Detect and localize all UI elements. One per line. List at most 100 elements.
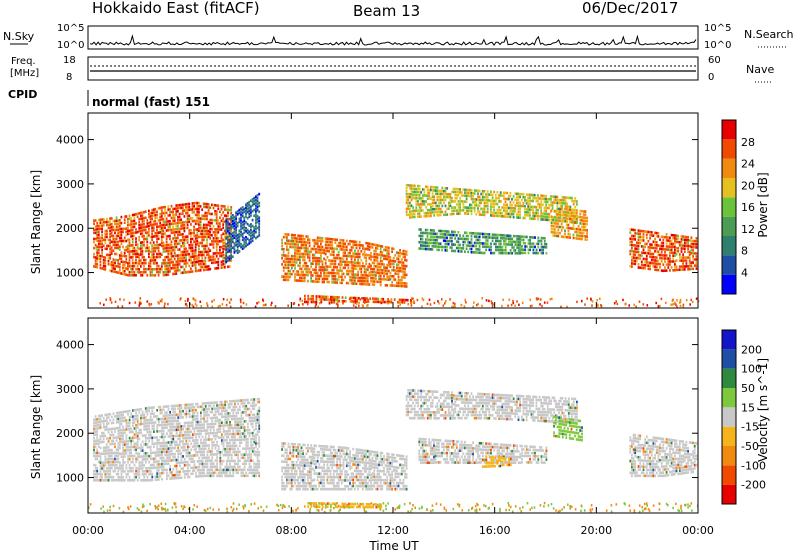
data-cell-2 bbox=[294, 267, 296, 270]
data-cell-4 bbox=[431, 195, 434, 198]
data-cell-0 bbox=[119, 440, 121, 444]
data-cell-5 bbox=[444, 249, 447, 252]
data-cell-0 bbox=[136, 408, 139, 412]
data-cell-0 bbox=[199, 250, 202, 254]
data-cell-0 bbox=[120, 254, 123, 257]
near-range-cell bbox=[591, 304, 593, 307]
data-cell-2 bbox=[350, 249, 353, 252]
data-cell-0 bbox=[146, 234, 149, 237]
data-cell-2 bbox=[321, 280, 324, 284]
data-cell-1 bbox=[230, 227, 232, 230]
data-cell-2 bbox=[358, 264, 361, 268]
data-cell-0 bbox=[175, 239, 178, 243]
data-cell-5 bbox=[446, 230, 448, 233]
data-cell-5 bbox=[524, 251, 527, 255]
data-cell-0 bbox=[132, 430, 134, 434]
data-cell-2 bbox=[326, 271, 329, 275]
data-cell-2 bbox=[379, 256, 382, 260]
data-cell-4 bbox=[407, 192, 410, 196]
data-cell-0 bbox=[177, 204, 179, 207]
near-range-cell bbox=[676, 305, 678, 308]
data-cell-3 bbox=[318, 295, 321, 298]
data-cell-2 bbox=[326, 243, 329, 247]
data-cell-1 bbox=[230, 256, 232, 260]
data-cell-0 bbox=[160, 262, 163, 265]
data-cell-7 bbox=[683, 241, 686, 245]
data-cell-0 bbox=[107, 220, 110, 224]
data-cell-0 bbox=[183, 241, 186, 245]
data-cell-7 bbox=[652, 258, 655, 262]
data-cell-4 bbox=[449, 213, 452, 216]
data-cell-2 bbox=[318, 262, 321, 266]
data-cell-1 bbox=[250, 208, 252, 211]
data-cell-7 bbox=[682, 259, 684, 262]
data-cell-6 bbox=[560, 207, 563, 210]
data-cell-2 bbox=[341, 239, 343, 242]
data-cell-0 bbox=[209, 255, 212, 259]
data-cell-2 bbox=[352, 276, 355, 279]
data-cell-0 bbox=[135, 472, 137, 476]
data-cell-0 bbox=[223, 259, 226, 263]
data-cell-2 bbox=[334, 278, 337, 281]
data-cell-7 bbox=[634, 250, 637, 253]
data-cell-0 bbox=[97, 242, 100, 246]
data-cell-0 bbox=[220, 228, 223, 231]
data-cell-7 bbox=[670, 260, 673, 263]
data-cell-0 bbox=[157, 270, 160, 274]
data-cell-5 bbox=[455, 234, 458, 237]
data-cell-2 bbox=[300, 270, 303, 274]
data-cell-4 bbox=[554, 198, 557, 202]
data-cell-4 bbox=[421, 197, 424, 200]
data-cell-2 bbox=[289, 257, 292, 261]
data-cell-5 bbox=[486, 242, 489, 245]
data-cell-0 bbox=[128, 427, 131, 431]
data-cell-5 bbox=[482, 251, 484, 255]
data-cell-1 bbox=[238, 229, 241, 232]
data-cell-0 bbox=[148, 252, 150, 256]
data-cell-1 bbox=[253, 208, 256, 212]
data-cell-0 bbox=[106, 253, 108, 257]
data-cell-7 bbox=[680, 247, 683, 250]
data-cell-2 bbox=[352, 252, 355, 255]
data-cell-2 bbox=[287, 266, 290, 270]
data-cell-0 bbox=[118, 233, 121, 237]
data-cell-1 bbox=[231, 231, 234, 235]
data-cell-2 bbox=[305, 273, 308, 277]
data-cell-0 bbox=[93, 445, 95, 449]
data-cell-4 bbox=[470, 203, 473, 207]
data-cell-0 bbox=[177, 227, 179, 231]
data-cell-4 bbox=[417, 200, 419, 203]
data-cell-2 bbox=[307, 241, 309, 244]
data-cell-2 bbox=[373, 268, 376, 271]
data-cell-2 bbox=[400, 281, 403, 285]
data-cell-2 bbox=[352, 246, 355, 249]
data-cell-0 bbox=[131, 234, 134, 238]
data-cell-5 bbox=[524, 245, 527, 248]
data-cell-4 bbox=[499, 200, 502, 203]
data-cell-6 bbox=[582, 219, 585, 222]
data-cell-2 bbox=[337, 269, 340, 272]
data-cell-2 bbox=[328, 240, 330, 244]
data-cell-5 bbox=[439, 242, 442, 245]
data-cell-0 bbox=[219, 240, 221, 243]
data-cell-0 bbox=[136, 437, 139, 441]
data-cell-0 bbox=[202, 229, 205, 233]
data-cell-0 bbox=[181, 206, 184, 209]
data-cell-4 bbox=[574, 205, 577, 209]
data-cell-4 bbox=[535, 211, 538, 215]
data-cell-7 bbox=[639, 254, 642, 257]
near-range-cell bbox=[245, 303, 248, 306]
data-cell-7 bbox=[632, 228, 635, 232]
data-cell-0 bbox=[97, 454, 100, 458]
data-cell-7 bbox=[639, 241, 642, 245]
data-cell-4 bbox=[477, 195, 479, 198]
data-cell-2 bbox=[337, 244, 340, 248]
data-cell-2 bbox=[332, 247, 335, 250]
data-cell-0 bbox=[201, 235, 204, 239]
data-cell-0 bbox=[136, 270, 139, 274]
data-cell-4 bbox=[554, 216, 557, 219]
data-cell-0 bbox=[120, 215, 123, 219]
data-cell-1 bbox=[233, 233, 236, 236]
near-range-cell bbox=[596, 299, 598, 302]
data-cell-4 bbox=[467, 191, 470, 195]
